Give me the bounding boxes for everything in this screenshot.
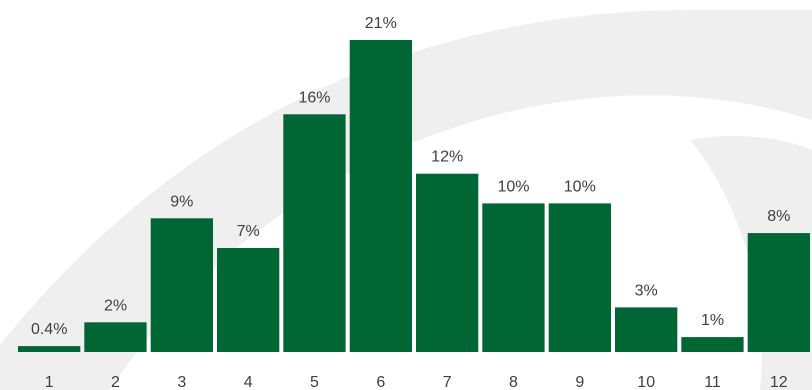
- x-tick-label-9: 9: [575, 374, 584, 390]
- x-tick-label-7: 7: [443, 374, 452, 390]
- bar-7: [416, 173, 479, 352]
- data-label-7: 12%: [431, 149, 463, 166]
- x-tick-label-12: 12: [770, 374, 788, 390]
- bar-5: [283, 114, 346, 352]
- data-label-2: 2%: [104, 297, 127, 314]
- x-tick-label-5: 5: [310, 374, 319, 390]
- bar-8: [482, 203, 545, 352]
- bar-11: [681, 337, 744, 352]
- data-label-8: 10%: [497, 178, 529, 195]
- bar-series: [18, 40, 810, 352]
- x-tick-label-11: 11: [704, 374, 721, 390]
- bar-9: [548, 203, 611, 352]
- bar-12: [747, 233, 810, 352]
- x-tick-label-8: 8: [509, 374, 518, 390]
- bar-6: [349, 40, 412, 352]
- data-label-10: 3%: [635, 282, 658, 299]
- data-label-4: 7%: [237, 223, 260, 240]
- x-tick-label-6: 6: [376, 374, 385, 390]
- data-labels: 0.4% 2% 9% 7% 16% 21% 12% 10% 10% 3% 1% 8%: [31, 15, 790, 338]
- x-axis-tick-labels: 1 2 3 4 5 6 7 8 9 10 11 12: [45, 374, 788, 390]
- bar-10: [615, 307, 678, 352]
- data-label-12: 8%: [767, 208, 790, 225]
- bar-4: [217, 248, 280, 352]
- bar-2: [84, 322, 147, 352]
- x-tick-label-3: 3: [177, 374, 186, 390]
- bar-1: [18, 346, 81, 352]
- bar-3: [150, 218, 213, 352]
- x-tick-label-4: 4: [244, 374, 253, 390]
- data-label-5: 16%: [298, 89, 330, 106]
- data-label-6: 21%: [365, 15, 397, 32]
- data-label-11: 1%: [701, 312, 724, 329]
- x-tick-label-2: 2: [111, 374, 120, 390]
- x-tick-label-10: 10: [637, 374, 655, 390]
- data-label-3: 9%: [170, 193, 193, 210]
- data-label-9: 10%: [564, 178, 596, 195]
- data-label-1: 0.4%: [31, 321, 67, 338]
- x-tick-label-1: 1: [45, 374, 54, 390]
